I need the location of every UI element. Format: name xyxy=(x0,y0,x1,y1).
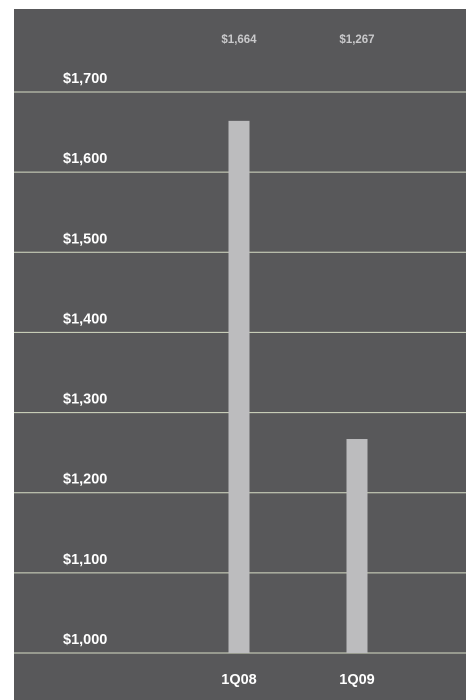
y-tick-label-1300: $1,300 xyxy=(63,392,107,408)
y-tick-label-1400: $1,400 xyxy=(63,311,107,327)
y-tick-label-1000: $1,000 xyxy=(63,632,107,648)
y-tick-label-1700: $1,700 xyxy=(63,71,107,87)
y-tick-label-1600: $1,600 xyxy=(63,151,107,167)
y-tick-labels: $1,000 $1,100 $1,200 $1,300 $1,400 $1,500 $1,6… xyxy=(63,71,107,648)
y-tick-label-1200: $1,200 xyxy=(63,472,107,488)
bar-1q08 xyxy=(228,120,250,653)
y-tick-label-1100: $1,100 xyxy=(63,552,107,568)
value-label-1q09: $1,267 xyxy=(339,34,374,46)
category-labels: 1Q08 1Q09 xyxy=(221,672,374,688)
y-tick-label-1500: $1,500 xyxy=(63,231,107,247)
category-label-1q08: 1Q08 xyxy=(221,672,256,688)
value-labels: $1,664 $1,267 xyxy=(221,34,374,46)
category-label-1q09: 1Q09 xyxy=(339,672,374,688)
bars xyxy=(228,120,368,653)
bar-1q09 xyxy=(346,439,368,653)
value-label-1q08: $1,664 xyxy=(221,34,257,46)
